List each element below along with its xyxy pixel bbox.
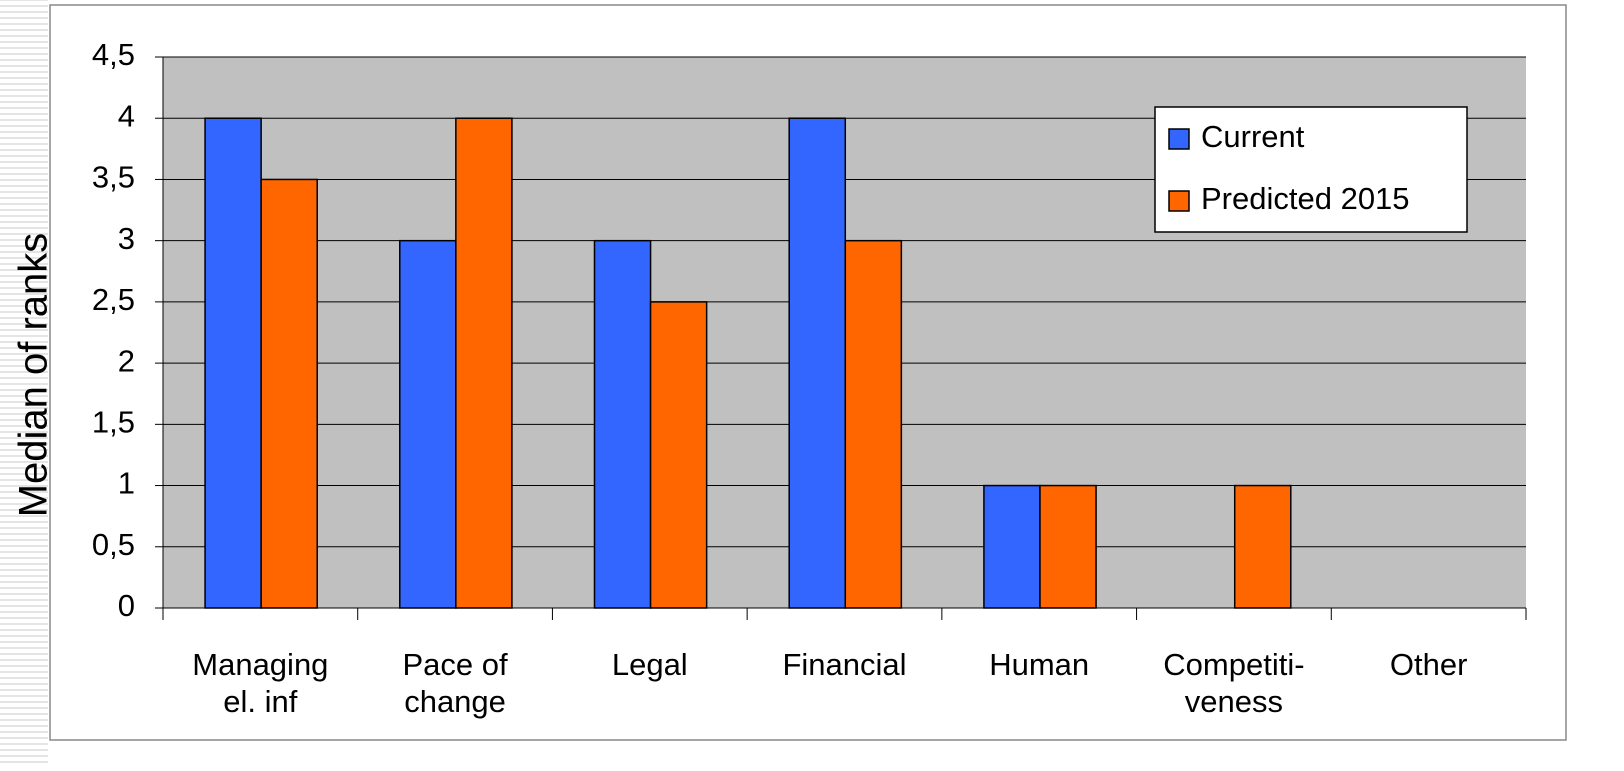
y-tick-label: 0,5 (92, 527, 135, 562)
bar (649, 301, 708, 609)
legend-label: Current (1201, 119, 1305, 154)
x-tick-label: Financial (782, 647, 906, 682)
x-tick-label: Managing el. inf (192, 647, 328, 719)
bar (260, 178, 318, 609)
x-tick-label: Legal (612, 647, 688, 682)
y-axis-label: Median of ranks (12, 233, 56, 518)
y-tick-label: 4 (118, 98, 135, 133)
y-tick-label: 2,5 (92, 282, 135, 317)
y-tick-label: 3 (118, 221, 135, 256)
y-tick-label: 0 (118, 588, 135, 623)
x-tick-label: Human (989, 647, 1089, 682)
bar (204, 117, 262, 609)
legend-box (1154, 106, 1468, 233)
y-tick-label: 2 (118, 343, 135, 378)
bar (1039, 484, 1097, 609)
legend-label: Predicted 2015 (1201, 181, 1410, 216)
y-tick-label: 3,5 (92, 160, 135, 195)
bar (593, 239, 652, 609)
bar (983, 484, 1041, 609)
bar (788, 117, 847, 609)
y-tick-label: 1 (118, 466, 135, 501)
bar (1233, 484, 1292, 609)
bar (399, 239, 457, 609)
y-tick-label: 4,5 (92, 37, 135, 72)
y-tick-label: 1,5 (92, 405, 135, 440)
x-tick-label: Competiti-veness (1163, 647, 1304, 719)
bar (455, 117, 513, 609)
legend-swatch (1168, 190, 1190, 212)
bar (844, 239, 903, 609)
legend-swatch (1168, 128, 1190, 150)
side-stripes (0, 0, 48, 763)
x-tick-label: Other (1390, 647, 1468, 682)
x-tick-label: Pace of change (403, 647, 509, 719)
